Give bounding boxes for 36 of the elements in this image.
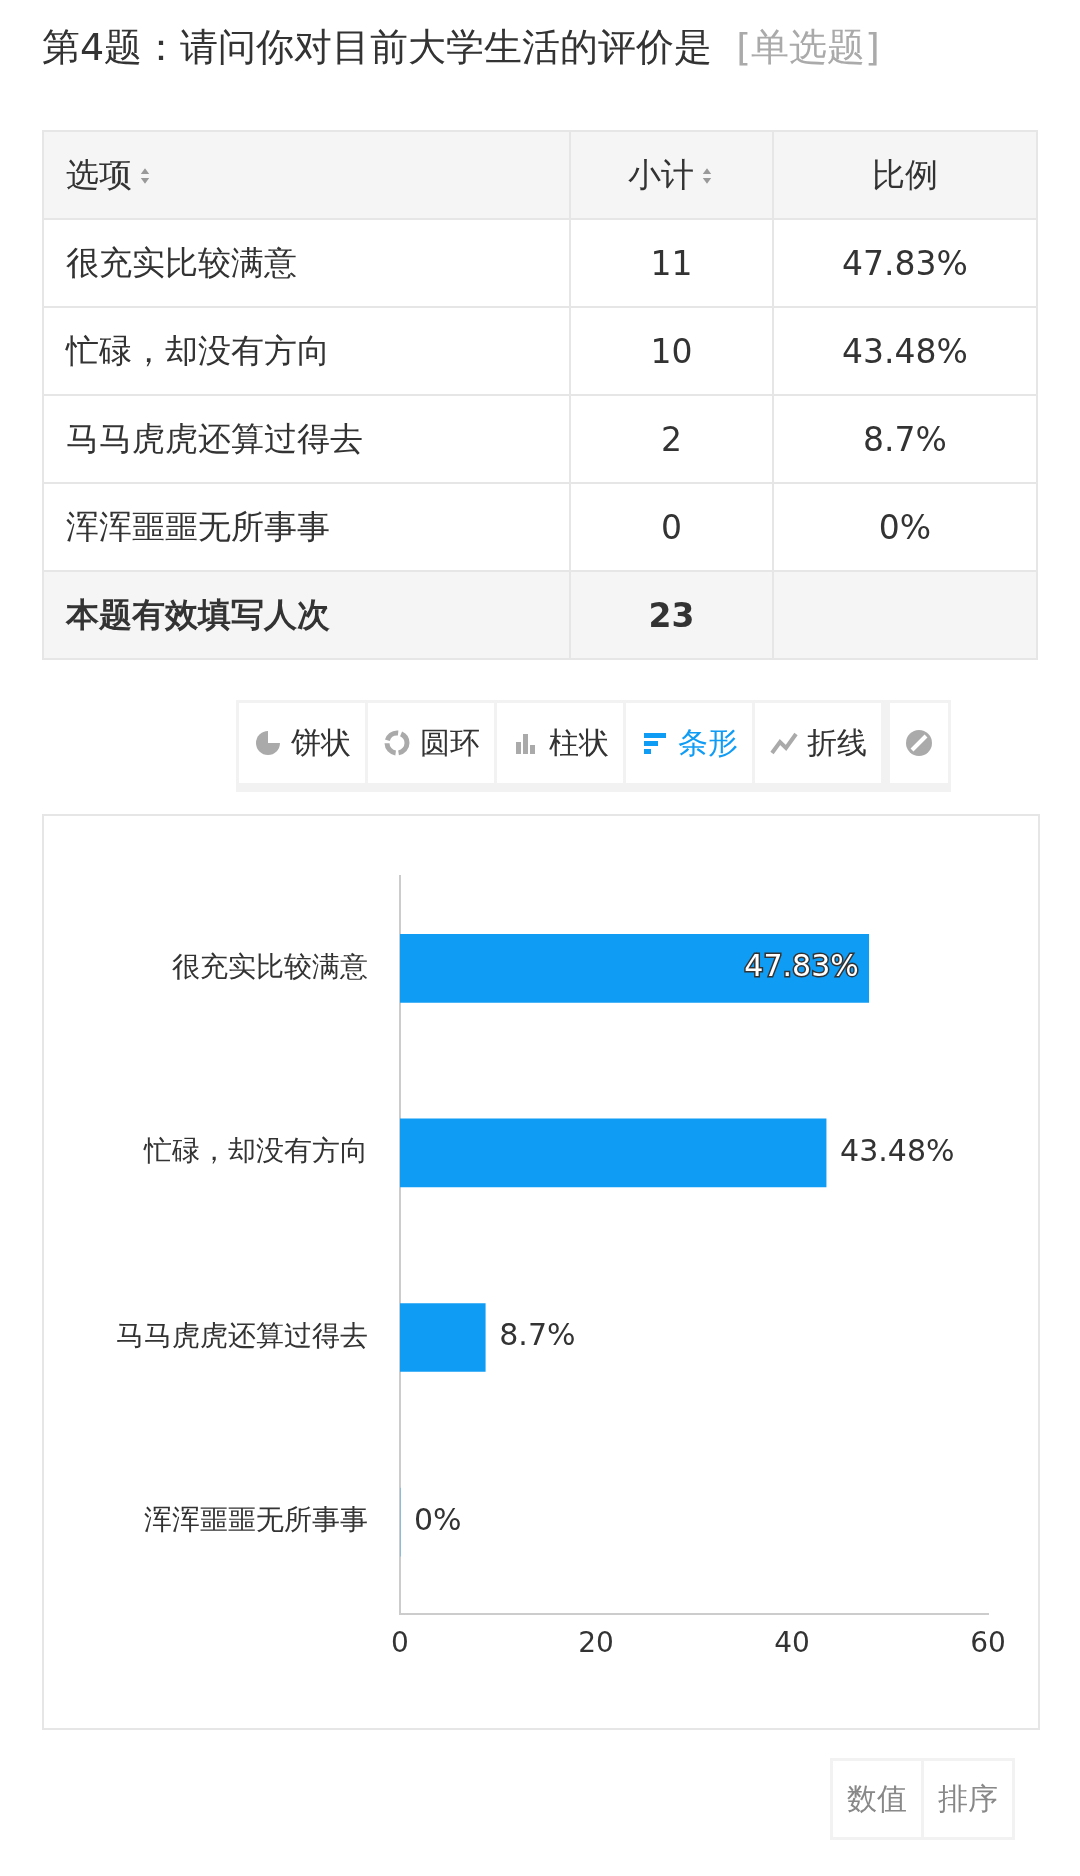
text: 第4题：请问你对目前大学生活的评价是: [42, 25, 713, 69]
text: 23: [570, 571, 773, 659]
text: 数值: [833, 1761, 921, 1837]
data-label: 8.7%: [772, 395, 1037, 483]
bar: [400, 1118, 827, 1188]
text: 饼状: [291, 723, 351, 762]
text: 选项: [43, 131, 571, 219]
text: 比例: [772, 131, 1037, 219]
y-tick-label: 很充实比较满意: [172, 949, 368, 983]
x-tick-label: 40: [774, 1626, 810, 1660]
data-label: 0: [570, 483, 773, 571]
bar: [400, 933, 870, 1003]
data-label: 47.83%: [744, 948, 859, 984]
data-label: 0%: [414, 1501, 462, 1537]
data-label: 8.7%: [499, 1317, 576, 1353]
y-tick-label: 马马虎虎还算过得去: [116, 1318, 368, 1352]
text: 圆环: [420, 723, 480, 762]
data-label: 43.48%: [772, 307, 1037, 395]
text: 本题有效填写人次: [43, 571, 571, 659]
text: 柱状: [549, 723, 609, 762]
text: [单选题]: [736, 25, 880, 69]
data-label: 2: [570, 395, 773, 483]
x-tick-label: 20: [578, 1626, 614, 1660]
data-label: 0%: [772, 483, 1037, 571]
data-label: 10: [570, 307, 773, 395]
x-tick-label: 0: [391, 1626, 409, 1660]
bar: [400, 1303, 486, 1372]
text: 条形: [678, 723, 738, 762]
data-label: 11: [570, 219, 773, 307]
y-tick-label: 浑浑噩噩无所事事: [144, 1503, 368, 1537]
x-tick-label: 60: [970, 1626, 1006, 1660]
y-tick-label: 忙碌，却没有方向: [143, 1134, 368, 1168]
text: 折线: [807, 723, 867, 762]
data-label: 43.48%: [840, 1132, 955, 1168]
data-label: 47.83%: [772, 219, 1037, 307]
text: 排序: [924, 1761, 1012, 1837]
